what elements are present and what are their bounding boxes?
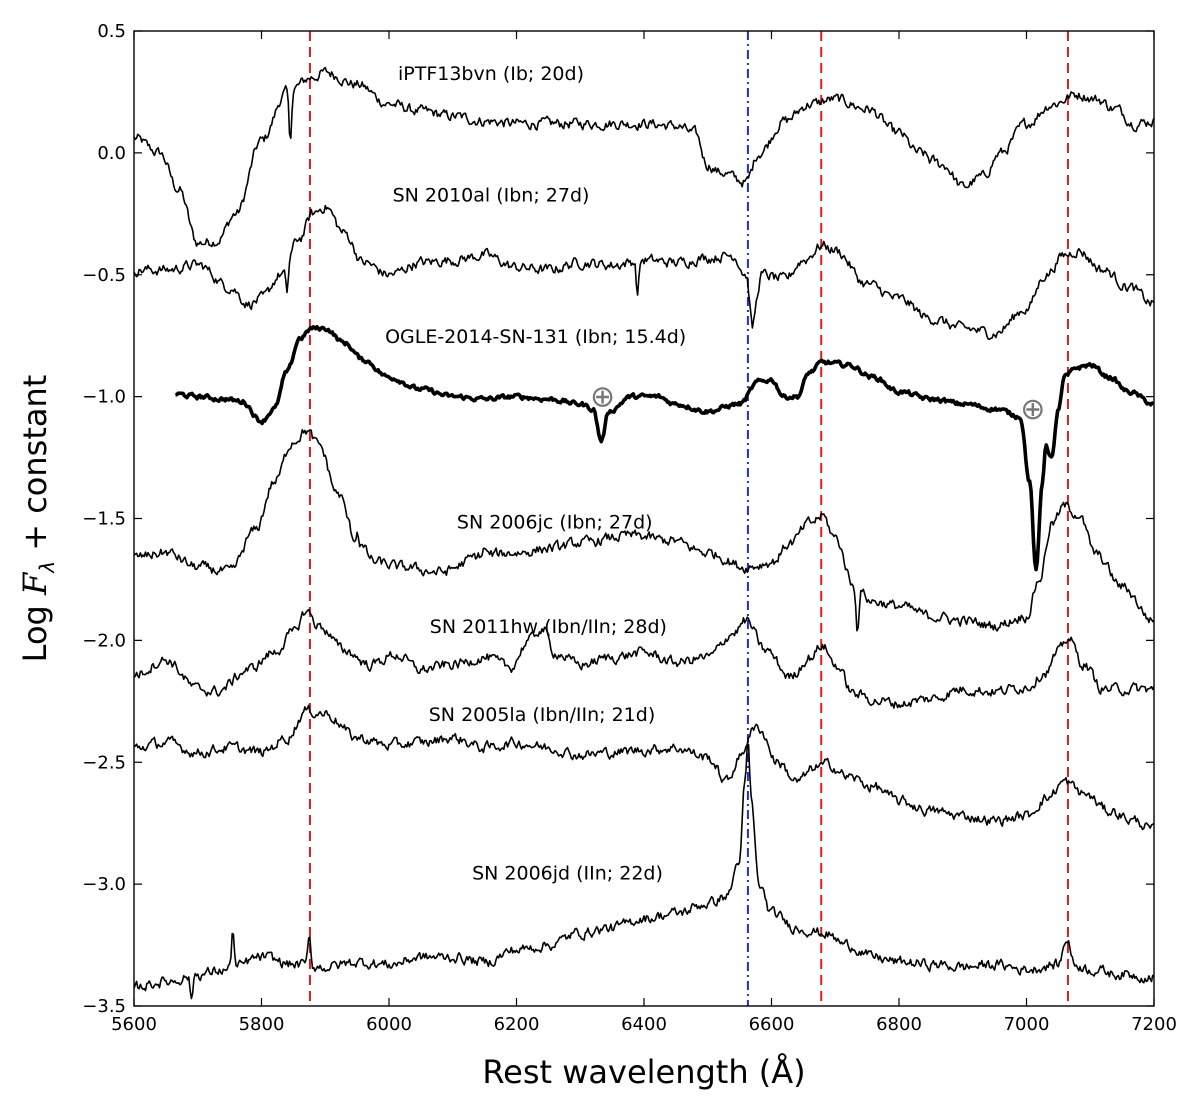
y-tick-label: −2.5 [82,752,126,773]
y-tick-label: −1.5 [82,509,126,530]
spectrum-line-0 [134,66,1154,248]
y-tick-label: −3.5 [82,996,126,1017]
y-axis-label-suffix: + constant [16,375,54,561]
reference-lines [308,31,1069,1006]
y-axis-label-variable: F [16,571,54,596]
spectrum-label-1: SN 2010al (Ibn; 27d) [393,185,590,207]
y-axis-label-prefix: Log [16,595,54,662]
y-tick-label: −0.5 [82,265,126,286]
spectrum-line-1 [134,204,1154,340]
spectrum-label-5: SN 2005la (Ibn/IIn; 21d) [429,704,656,726]
telluric-marker-1: ⊕ [1020,392,1045,427]
telluric-markers: ⊕ ⊕ [590,380,1045,427]
y-axis-label: Log Fλ + constant [16,375,59,663]
x-tick-label: 6800 [876,1014,922,1035]
spectrum-label-0: iPTF13bvn (Ib; 20d) [398,63,584,85]
spectrum-label-6: SN 2006jd (IIn; 22d) [472,862,663,884]
y-axis-label-subscript: λ [35,561,59,574]
y-tick-label: −2.0 [82,630,126,651]
spectrum-line-5 [134,704,1154,831]
x-tick-label: 6600 [749,1014,795,1035]
spectrum-label-3: SN 2006jc (Ibn; 27d) [457,511,653,533]
x-tick-label: 5600 [111,1014,157,1035]
x-tick-label: 7000 [1004,1014,1050,1035]
x-tick-label: 6000 [366,1014,412,1035]
spectrum-label-4: SN 2011hw (Ibn/IIn; 28d) [430,616,667,638]
spectrum-line-4 [134,608,1154,709]
y-tick-label: −1.0 [82,387,126,408]
y-tick-label: −3.0 [82,874,126,895]
spectrum-line-2 [174,325,1154,572]
spectra-series [134,66,1154,1000]
x-tick-label: 6200 [494,1014,540,1035]
y-tick-label: 0.5 [97,21,126,42]
y-tick-label: 0.0 [97,143,126,164]
x-axis-label: Rest wavelength (Å) [482,1053,805,1091]
spectrum-label-2: OGLE-2014-SN-131 (Ibn; 15.4d) [385,326,686,348]
spectrum-line-6 [134,743,1154,1000]
y-axis-ticks: 0.5 0.0 −0.5 −1.0 −1.5 −2.0 −2.5 −3.0 −3.5 [82,21,1154,1017]
telluric-marker-0: ⊕ [590,380,615,415]
spectrum-line-3 [134,429,1154,632]
x-tick-label: 5800 [239,1014,285,1035]
x-tick-label: 7200 [1131,1014,1177,1035]
spectrum-labels: iPTF13bvn (Ib; 20d) SN 2010al (Ibn; 27d) O… [385,63,686,885]
x-axis-ticks: 5600 5800 6000 6200 6400 6600 6800 7000 7200 [111,31,1177,1035]
x-tick-label: 6400 [621,1014,667,1035]
